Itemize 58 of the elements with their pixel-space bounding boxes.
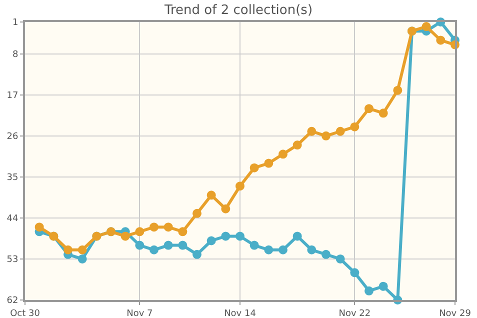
chart-title: Trend of 2 collection(s)	[163, 2, 313, 18]
point	[378, 282, 388, 291]
y-tick-label: 1	[12, 18, 18, 28]
point	[78, 245, 87, 254]
point	[236, 182, 244, 191]
y-tick-label: 17	[6, 91, 18, 102]
y-tick-label: 53	[6, 255, 18, 266]
point	[221, 204, 230, 214]
y-tick-label: 35	[6, 173, 18, 184]
x-tick-label: Nov 7	[126, 308, 153, 318]
point	[422, 22, 431, 32]
y-tick-label: 62	[6, 296, 18, 306]
y-tick-label: 8	[12, 50, 18, 60]
point	[250, 163, 259, 172]
point	[120, 232, 130, 241]
point	[364, 286, 374, 296]
point	[378, 108, 388, 118]
x-tick-label: Nov 22	[338, 308, 371, 318]
point	[221, 232, 230, 241]
point	[307, 245, 316, 254]
point	[250, 240, 259, 250]
point	[336, 254, 345, 264]
point	[278, 150, 288, 159]
x-tick-label: Oct 30	[10, 308, 40, 318]
point	[236, 232, 244, 241]
x-tick-label: Nov 29	[439, 308, 472, 318]
point	[150, 245, 158, 254]
point	[322, 250, 330, 259]
point	[78, 254, 87, 264]
x-tick-label: Nov 14	[224, 308, 256, 318]
point	[64, 245, 72, 254]
point	[292, 140, 302, 150]
point	[34, 222, 44, 232]
point	[164, 222, 173, 232]
y-tick-label: 44	[6, 214, 18, 224]
point	[307, 126, 316, 136]
point	[436, 36, 446, 45]
point	[350, 122, 360, 132]
point	[150, 222, 158, 232]
point	[292, 232, 302, 241]
point	[206, 236, 216, 246]
point	[178, 227, 188, 236]
point	[178, 240, 188, 250]
point	[364, 104, 374, 114]
point	[322, 131, 330, 140]
point	[278, 245, 288, 254]
y-tick-label: 26	[6, 132, 18, 142]
point	[264, 158, 274, 168]
point	[192, 208, 202, 218]
point	[350, 268, 360, 278]
point	[336, 126, 345, 136]
point	[264, 245, 274, 254]
point	[135, 240, 144, 250]
point	[135, 227, 144, 236]
point	[164, 240, 173, 250]
point	[206, 190, 216, 200]
point	[192, 250, 202, 259]
point	[393, 86, 402, 95]
